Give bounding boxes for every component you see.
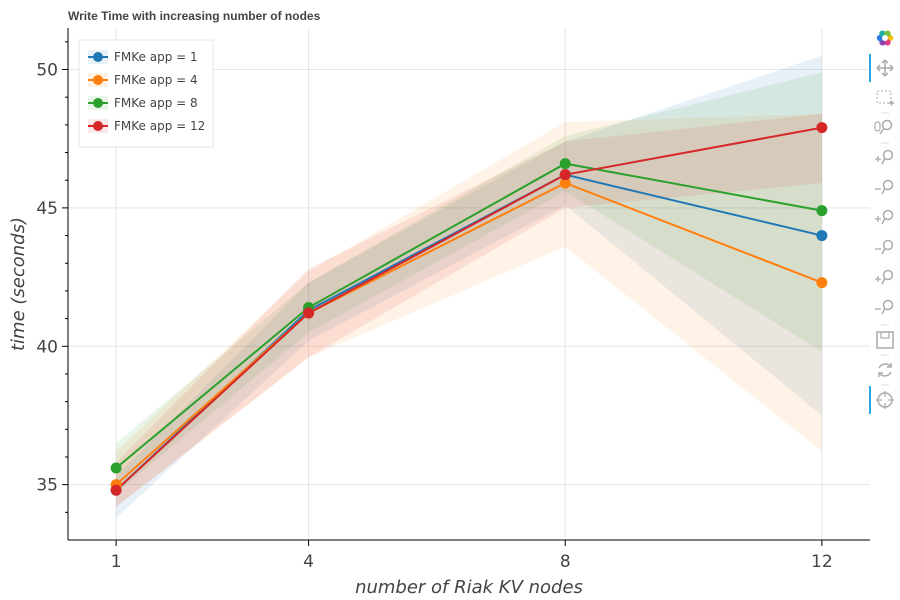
legend-item[interactable]: FMKe app = 12 [88, 119, 205, 133]
y-tick-label: 40 [36, 337, 58, 357]
x-tick-label: 4 [303, 552, 314, 572]
point-series-4-x1[interactable] [110, 484, 122, 496]
legend-marker [93, 52, 103, 62]
zoom-out-x-icon[interactable] [875, 239, 894, 255]
bokeh-logo-icon[interactable] [876, 30, 894, 46]
series-lines [115, 126, 823, 491]
point-series-2-x8[interactable] [559, 177, 571, 189]
save-icon[interactable] [876, 331, 894, 349]
reset-icon[interactable] [878, 363, 892, 377]
y-tick-label: 50 [36, 61, 58, 81]
zoom-in-x-icon[interactable] [875, 209, 894, 225]
legend: FMKe app = 1 FMKe app = 4 FMKe app = 8 FMKe… [78, 39, 214, 148]
line-series-4 [115, 126, 823, 491]
point-series-4-x12[interactable] [816, 122, 828, 134]
x-tick-label: 8 [560, 552, 571, 572]
series-markers [110, 122, 828, 496]
legend-label: FMKe app = 1 [114, 50, 198, 64]
x-tick-label: 12 [811, 552, 833, 572]
point-series-3-x12[interactable] [816, 205, 828, 217]
zoom-in-icon[interactable] [875, 149, 894, 165]
band-series-4 [116, 113, 822, 507]
point-series-3-x8[interactable] [559, 158, 571, 170]
toolbar [869, 30, 894, 414]
legend-item[interactable]: FMKe app = 1 [88, 50, 198, 64]
legend-marker [93, 98, 103, 108]
y-tick-label: 45 [36, 199, 58, 219]
axes: 35 40 45 50 1 4 8 12 [36, 28, 870, 572]
legend-item[interactable]: FMKe app = 8 [88, 96, 198, 110]
chart-title-group: Write Time with increasing number of nod… [68, 9, 321, 23]
box-zoom-icon[interactable] [876, 90, 894, 106]
chart-title: Write Time with increasing number of nod… [68, 9, 321, 23]
band-series-1 [116, 55, 822, 518]
point-series-4-x8[interactable] [559, 169, 571, 181]
line-series-1 [115, 173, 823, 491]
zoom-out-icon[interactable] [875, 179, 894, 195]
legend-marker [93, 121, 103, 131]
legend-label: FMKe app = 8 [114, 96, 198, 110]
legend-item[interactable]: FMKe app = 4 [88, 73, 198, 87]
x-axis-label: number of Riak KV nodes [355, 577, 583, 598]
point-series-1-x12[interactable] [816, 230, 828, 242]
point-series-4-x4[interactable] [303, 307, 315, 319]
y-tick-label: 35 [36, 476, 58, 496]
point-series-3-x1[interactable] [110, 462, 122, 474]
legend-label: FMKe app = 4 [114, 73, 198, 87]
plot-area[interactable] [68, 28, 870, 540]
line-series-3 [115, 162, 823, 469]
band-series-2 [116, 113, 822, 507]
pan-icon[interactable] [869, 54, 894, 82]
point-series-2-x12[interactable] [816, 277, 828, 289]
hover-icon[interactable] [869, 386, 894, 414]
legend-marker [93, 75, 103, 85]
zoom-out-y-icon[interactable] [875, 299, 894, 315]
wheel-zoom-icon[interactable] [874, 119, 893, 135]
y-axis-label: time (seconds) [8, 217, 29, 351]
x-tick-label: 1 [111, 552, 122, 572]
line-series-2 [115, 181, 823, 486]
legend-label: FMKe app = 12 [114, 119, 205, 133]
zoom-in-y-icon[interactable] [875, 269, 894, 285]
